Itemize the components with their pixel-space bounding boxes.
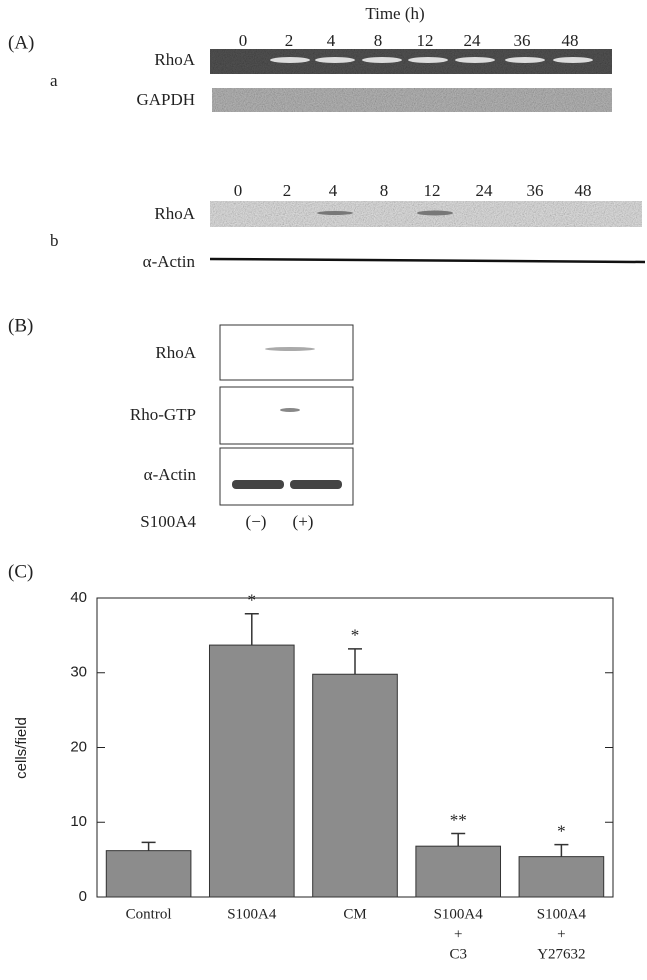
time-label: 0 <box>234 181 243 200</box>
significance-label: * <box>248 591 257 610</box>
significance-label: * <box>351 626 360 645</box>
time-label: 48 <box>575 181 592 200</box>
panel-label: (C) <box>8 561 33 582</box>
x-tick-label: + <box>454 926 462 942</box>
significance-label: ** <box>450 810 467 829</box>
time-label: 36 <box>527 181 544 200</box>
row-label: a <box>50 71 58 90</box>
x-tick-label: CM <box>343 906 366 922</box>
x-tick-label: S100A4 <box>227 906 277 922</box>
error-bar <box>554 845 568 857</box>
blot-boxes <box>220 325 353 505</box>
significance-label: * <box>557 822 566 841</box>
lane-label: (−) <box>246 512 267 531</box>
bar <box>416 846 501 897</box>
blot-band <box>210 259 645 262</box>
row-label: b <box>50 231 59 250</box>
panel-label: (B) <box>8 315 33 336</box>
lane-label: (+) <box>293 512 314 531</box>
x-tick-label: Control <box>126 906 172 922</box>
blot-label: RhoA <box>155 343 196 362</box>
y-tick-label: 0 <box>79 888 87 905</box>
y-tick-label: 10 <box>70 813 87 830</box>
bar <box>209 645 294 897</box>
blot-label: RhoA <box>154 204 195 223</box>
error-bar <box>348 649 362 674</box>
x-tick-label: S100A4 <box>537 906 587 922</box>
figure: (A) Time (h) a RhoA GAPDH b RhoA α-Actin… <box>0 0 647 980</box>
time-label: 12 <box>424 181 441 200</box>
x-tick-label: S100A4 <box>434 906 484 922</box>
blot-label: α-Actin <box>143 252 196 271</box>
panel-label: (A) <box>8 32 34 53</box>
time-label: 8 <box>374 31 383 50</box>
time-label: 24 <box>464 31 482 50</box>
bar <box>106 851 191 897</box>
y-tick-label: 40 <box>70 589 87 606</box>
blot-label: GAPDH <box>136 90 195 109</box>
error-bar <box>451 833 465 846</box>
treatment-label: S100A4 <box>140 512 196 531</box>
bar <box>519 857 604 897</box>
y-tick-label: 20 <box>70 738 87 755</box>
time-label: 4 <box>327 31 336 50</box>
time-label: 8 <box>380 181 389 200</box>
time-title: Time (h) <box>365 4 424 23</box>
time-label: 4 <box>329 181 338 200</box>
time-label: 48 <box>562 31 579 50</box>
blot-label: RhoA <box>154 50 195 69</box>
time-label: 36 <box>514 31 531 50</box>
x-tick-label: C3 <box>449 946 467 962</box>
time-label: 24 <box>476 181 494 200</box>
blot <box>212 88 612 112</box>
time-label: 2 <box>283 181 292 200</box>
y-axis-label: cells/field <box>13 717 30 779</box>
error-bar <box>245 614 259 645</box>
page: (A) Time (h) a RhoA GAPDH b RhoA α-Actin… <box>0 0 647 980</box>
x-tick-label: + <box>557 926 565 942</box>
blot-label: α-Actin <box>144 465 197 484</box>
y-tick-label: 30 <box>70 664 87 681</box>
time-label: 12 <box>417 31 434 50</box>
time-label: 2 <box>285 31 294 50</box>
error-bar <box>142 842 156 850</box>
bar <box>313 674 398 897</box>
x-tick-label: Y27632 <box>537 946 585 962</box>
time-label: 0 <box>239 31 248 50</box>
blot-label: Rho-GTP <box>130 405 196 424</box>
